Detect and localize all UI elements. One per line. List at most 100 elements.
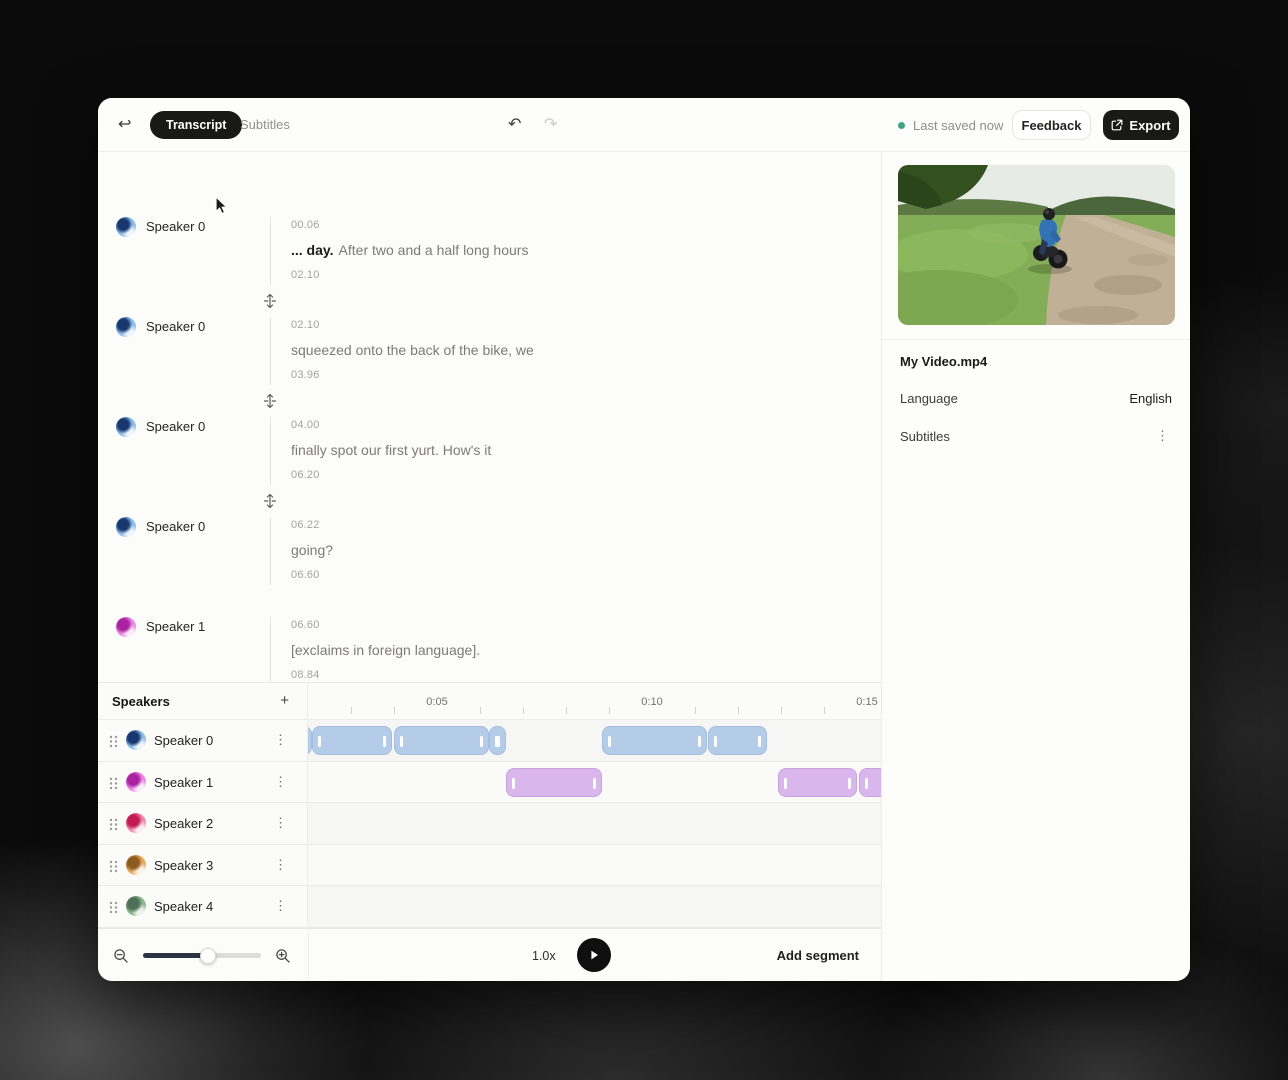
speaker-track-header: Speaker 1 ⋮ [98, 761, 308, 803]
segment-handle-right[interactable] [383, 736, 387, 747]
language-row: Language English [900, 389, 1172, 407]
segment-handle-left[interactable] [865, 777, 869, 789]
slider-thumb[interactable] [199, 947, 216, 964]
segment-end-time[interactable]: 08.84 [291, 669, 320, 681]
back-icon[interactable]: ↩ [118, 116, 132, 133]
segment-start-time[interactable]: 00.06 [291, 219, 320, 231]
undo-icon[interactable]: ↶ [508, 116, 522, 133]
speaker-name-label[interactable]: Speaker 2 [154, 816, 214, 832]
speaker-name-label[interactable]: Speaker 3 [154, 857, 214, 873]
segment-handle-left[interactable] [318, 736, 322, 747]
feedback-button[interactable]: Feedback [1012, 110, 1091, 140]
segment-text[interactable]: ... day. After two and a half long hours [291, 242, 528, 258]
ruler-tick [609, 707, 610, 714]
segment-start-time[interactable]: 04.00 [291, 419, 320, 431]
export-button[interactable]: Export [1103, 110, 1179, 140]
speaker-avatar [126, 896, 146, 917]
subtitles-menu-icon[interactable]: ⋮ [1156, 428, 1169, 443]
playback-speed-label[interactable]: 1.0x [532, 949, 556, 963]
tab-subtitles[interactable]: Subtitles [240, 117, 290, 132]
speaker-track-row: Speaker 0 ⋮ [98, 720, 881, 762]
drag-handle-icon[interactable] [109, 777, 118, 795]
speaker-track-header: Speaker 0 ⋮ [98, 720, 308, 761]
kebab-menu-icon[interactable]: ⋮ [274, 773, 287, 789]
timeline-segment[interactable] [312, 726, 393, 755]
transcript-list: Speaker 0 00.06 ... day. After two and a … [98, 152, 881, 682]
segment-text[interactable]: going? [291, 542, 333, 558]
segment-handle-left[interactable] [511, 777, 515, 789]
segment-handle-right[interactable] [479, 736, 483, 747]
segment-start-time[interactable]: 06.22 [291, 519, 320, 531]
drag-handle-icon[interactable] [109, 818, 118, 836]
ruler-tick [566, 707, 567, 714]
speaker-timeline[interactable] [308, 720, 881, 761]
add-speaker-button[interactable]: + [280, 692, 289, 709]
timeline-ruler[interactable]: 0:05 0:10 0:15 [308, 683, 881, 719]
tab-transcript[interactable]: Transcript [150, 111, 243, 139]
segment-end-time[interactable]: 06.20 [291, 469, 320, 481]
save-status: Last saved now [898, 118, 1003, 133]
zoom-in-icon[interactable] [275, 948, 291, 969]
speaker-name-label[interactable]: Speaker 0 [146, 519, 206, 534]
merge-handle-icon[interactable] [263, 493, 277, 509]
segment-text[interactable]: [exclaims in foreign language]. [291, 642, 480, 658]
drag-handle-icon[interactable] [109, 735, 118, 753]
zoom-out-icon[interactable] [113, 948, 129, 969]
video-thumbnail[interactable] [898, 165, 1175, 325]
merge-handle-icon[interactable] [263, 393, 277, 409]
timeline-segment[interactable] [707, 726, 767, 755]
speaker-name-label[interactable]: Speaker 0 [146, 419, 206, 434]
segment-handle-left[interactable] [400, 736, 403, 747]
speaker-timeline[interactable] [308, 761, 881, 803]
segment-start-time[interactable]: 02.10 [291, 319, 320, 331]
timeline-zoom-slider[interactable] [143, 947, 261, 964]
speaker-name-label[interactable]: Speaker 0 [146, 319, 206, 334]
timeline-segment[interactable] [505, 767, 603, 797]
speaker-timeline[interactable] [308, 886, 881, 927]
language-value[interactable]: English [1129, 390, 1172, 406]
timeline-segment[interactable] [602, 726, 708, 755]
speakers-panel: Speakers + 0:05 0:10 0:15 Speaker 0 ⋮ Spea… [98, 682, 881, 928]
timeline-segment[interactable] [777, 767, 858, 797]
speaker-name-label[interactable]: Speaker 0 [146, 219, 206, 234]
speaker-timeline[interactable] [308, 844, 881, 886]
ruler-tick [781, 707, 782, 714]
timeline-segment[interactable] [859, 767, 881, 797]
segment-handle-right[interactable] [496, 736, 500, 747]
kebab-menu-icon[interactable]: ⋮ [274, 856, 287, 872]
segment-text[interactable]: finally spot our first yurt. How's it [291, 442, 491, 458]
segment-handle-right[interactable] [593, 777, 597, 789]
segment-handle-right[interactable] [848, 777, 852, 789]
segment-handle-left[interactable] [608, 736, 612, 747]
speaker-name-label[interactable]: Speaker 4 [154, 899, 214, 915]
ruler-label: 0:15 [856, 696, 878, 708]
kebab-menu-icon[interactable]: ⋮ [274, 815, 287, 831]
segment-end-time[interactable]: 06.60 [291, 569, 320, 581]
segment-start-time[interactable]: 06.60 [291, 619, 320, 631]
segment-handle-right[interactable] [698, 736, 702, 747]
speaker-name-label[interactable]: Speaker 1 [146, 619, 206, 634]
segment-end-time[interactable]: 03.96 [291, 369, 320, 381]
segment-end-time[interactable]: 02.10 [291, 269, 320, 281]
speaker-name-label[interactable]: Speaker 1 [154, 774, 214, 790]
slider-fill [143, 953, 208, 958]
kebab-menu-icon[interactable]: ⋮ [274, 898, 287, 914]
segment-handle-left[interactable] [783, 777, 787, 789]
speaker-timeline[interactable] [308, 803, 881, 844]
merge-handle-icon[interactable] [263, 293, 277, 309]
redo-icon[interactable]: ↷ [544, 116, 558, 133]
segment-handle-right[interactable] [757, 736, 761, 747]
add-segment-button[interactable]: Add segment [776, 948, 859, 963]
timeline-segment[interactable] [394, 726, 489, 755]
speaker-track-header: Speaker 2 ⋮ [98, 803, 308, 844]
segment-text[interactable]: squeezed onto the back of the bike, we [291, 342, 534, 358]
drag-handle-icon[interactable] [109, 860, 118, 878]
speaker-tracks: Speaker 0 ⋮ Speaker 1 ⋮ Speaker 2 ⋮ [98, 720, 881, 928]
drag-handle-icon[interactable] [109, 901, 118, 919]
play-button[interactable] [577, 938, 611, 972]
timeline-segment[interactable] [489, 726, 506, 755]
segment-handle-left[interactable] [713, 736, 717, 747]
kebab-menu-icon[interactable]: ⋮ [274, 732, 287, 747]
segment-text-rest: After two and a half long hours [338, 242, 529, 258]
speaker-name-label[interactable]: Speaker 0 [154, 733, 214, 748]
